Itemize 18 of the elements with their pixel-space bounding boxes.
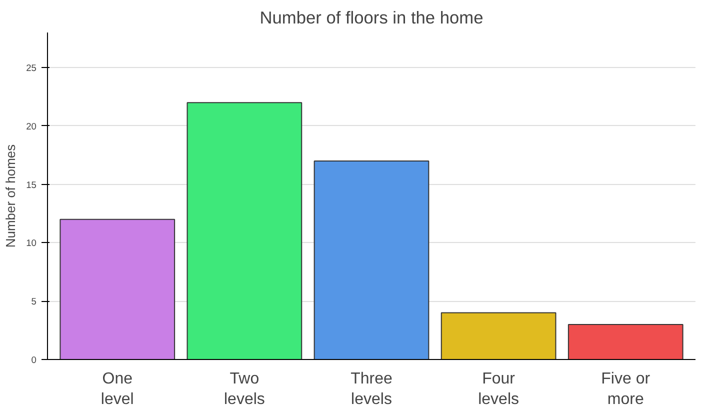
- y-tick-label: 15: [26, 180, 37, 190]
- y-tick-label: 25: [26, 63, 37, 74]
- y-axis-title: Number of homes: [3, 144, 18, 248]
- y-tick-label: 0: [31, 355, 37, 365]
- x-tick-label: One level: [100, 370, 134, 408]
- bar: [568, 324, 684, 360]
- chart-title: Number of floors in the home: [260, 8, 484, 28]
- x-tick-label: Three levels: [350, 370, 392, 408]
- y-tick-label: 10: [26, 238, 37, 248]
- x-tick-label: Four levels: [478, 370, 520, 408]
- x-tick-label: Five or more: [601, 370, 651, 408]
- bar: [440, 312, 556, 360]
- x-tick-label: Two levels: [224, 370, 265, 408]
- y-tick-label: 20: [26, 121, 37, 132]
- y-tick-label: 5: [31, 296, 37, 307]
- bar: [60, 218, 176, 360]
- bar: [186, 102, 302, 360]
- bar: [314, 160, 430, 360]
